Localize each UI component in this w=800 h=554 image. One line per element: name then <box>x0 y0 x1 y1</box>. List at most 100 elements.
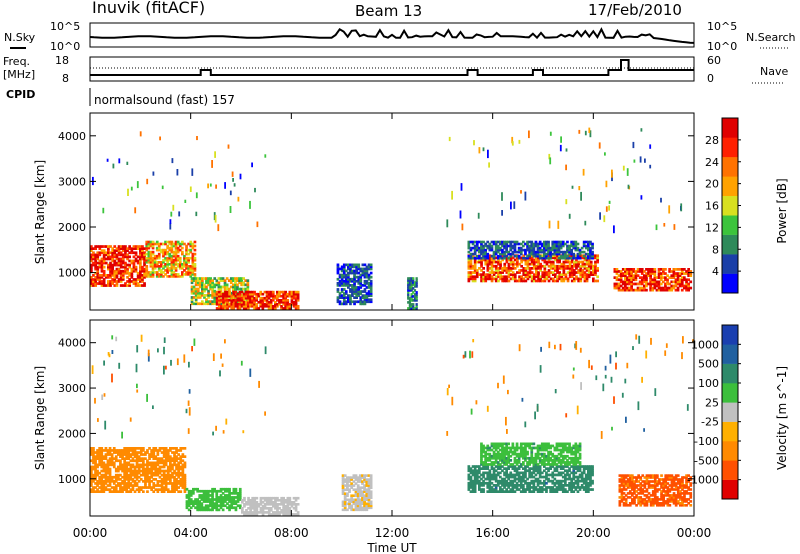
range-gate-cell <box>157 248 161 252</box>
range-gate-cell <box>127 478 131 481</box>
range-gate-cell <box>121 455 124 458</box>
range-gate-cell <box>501 442 504 446</box>
range-gate-cell <box>518 269 521 272</box>
range-gate-cell <box>499 242 502 246</box>
range-gate-cell <box>129 455 133 458</box>
range-gate-cell <box>549 252 552 256</box>
range-gate-cell <box>127 480 131 483</box>
range-gate-cell <box>286 509 290 512</box>
range-gate-cell <box>666 274 669 277</box>
range-gate-cell <box>169 461 172 465</box>
range-gate-cell <box>511 262 515 266</box>
range-gate-cell <box>649 144 652 149</box>
range-gate-cell <box>94 267 97 271</box>
range-gate-cell <box>363 263 367 267</box>
range-gate-cell <box>647 268 650 271</box>
range-gate-cell <box>503 252 506 256</box>
range-gate-cell <box>236 494 240 497</box>
range-gate-cell <box>121 465 124 469</box>
range-gate-cell <box>201 277 204 280</box>
date-title: 17/Feb/2010 <box>588 1 682 19</box>
range-gate-cell <box>160 451 164 454</box>
range-gate-cell <box>169 463 172 467</box>
range-gate-cell <box>473 477 477 481</box>
range-gate-cell <box>196 502 199 505</box>
range-gate-cell <box>526 240 529 244</box>
range-gate-cell <box>249 511 252 514</box>
range-gate-cell <box>676 288 680 292</box>
range-gate-cell <box>131 451 135 454</box>
range-gate-cell <box>274 501 277 504</box>
range-gate-cell <box>194 298 198 301</box>
range-gate-cell <box>158 457 162 460</box>
range-gate-cell <box>113 280 117 283</box>
range-gate-cell <box>98 475 101 479</box>
range-gate-cell <box>615 268 619 271</box>
range-gate-cell <box>286 501 290 504</box>
range-gate-cell <box>232 277 235 280</box>
range-gate-cell <box>147 246 151 250</box>
range-gate-cell <box>189 240 193 244</box>
range-gate-cell <box>480 250 483 254</box>
range-gate-cell <box>207 183 209 189</box>
range-gate-cell <box>503 246 506 250</box>
range-gate-cell <box>100 459 104 463</box>
range-gate-cell <box>115 280 119 283</box>
range-gate-cell <box>288 294 292 298</box>
range-gate-cell <box>286 499 290 502</box>
range-gate-cell <box>131 480 135 483</box>
range-gate-cell <box>267 296 271 300</box>
range-gate-cell <box>110 486 114 489</box>
range-gate-cell <box>221 487 225 491</box>
range-gate-cell <box>136 245 140 248</box>
range-gate-cell <box>160 273 163 276</box>
range-gate-cell <box>577 277 580 281</box>
range-gate-cell <box>659 282 663 286</box>
range-gate-cell <box>147 271 151 274</box>
range-gate-cell <box>621 286 625 290</box>
range-gate-cell <box>152 465 156 469</box>
range-gate-cell <box>499 264 502 268</box>
range-gate-cell <box>582 244 586 248</box>
range-gate-cell <box>92 480 95 483</box>
range-gate-cell <box>467 250 471 254</box>
range-gate-cell <box>535 271 538 274</box>
range-gate-cell <box>146 478 149 481</box>
range-gate-cell <box>513 484 517 487</box>
range-gate-cell <box>171 475 174 479</box>
range-gate-cell <box>486 275 490 279</box>
range-gate-cell <box>619 270 623 273</box>
range-gate-cell <box>111 265 114 269</box>
range-gate-cell <box>177 486 180 489</box>
range-gate-cell <box>536 244 540 248</box>
range-gate-cell <box>505 267 509 270</box>
range-gate-cell <box>473 246 477 250</box>
range-gate-cell <box>236 492 240 495</box>
range-gate-cell <box>125 447 128 450</box>
range-gate-cell <box>205 285 208 289</box>
range-gate-cell <box>482 444 485 448</box>
range-gate-cell <box>240 279 243 282</box>
range-gate-cell <box>222 299 225 302</box>
range-gate-cell <box>98 274 102 277</box>
range-gate-cell <box>143 276 146 279</box>
range-gate-cell <box>592 269 595 272</box>
range-gate-cell <box>519 490 523 493</box>
range-gate-cell <box>126 257 129 261</box>
range-gate-cell <box>344 290 348 293</box>
range-gate-cell <box>499 260 502 264</box>
range-gate-cell <box>346 482 349 485</box>
range-gate-cell <box>232 492 236 495</box>
range-gate-cell <box>526 262 530 266</box>
range-gate-cell <box>361 476 364 479</box>
range-gate-cell <box>513 448 517 452</box>
range-gate-cell <box>517 471 521 475</box>
range-gate-cell <box>347 300 350 304</box>
range-gate-cell <box>106 488 110 491</box>
range-gate-cell <box>467 277 471 281</box>
range-gate-cell <box>585 277 589 281</box>
range-gate-cell <box>687 278 690 282</box>
range-gate-cell <box>513 248 517 252</box>
range-gate-cell <box>130 267 134 271</box>
range-gate-cell <box>511 467 515 470</box>
